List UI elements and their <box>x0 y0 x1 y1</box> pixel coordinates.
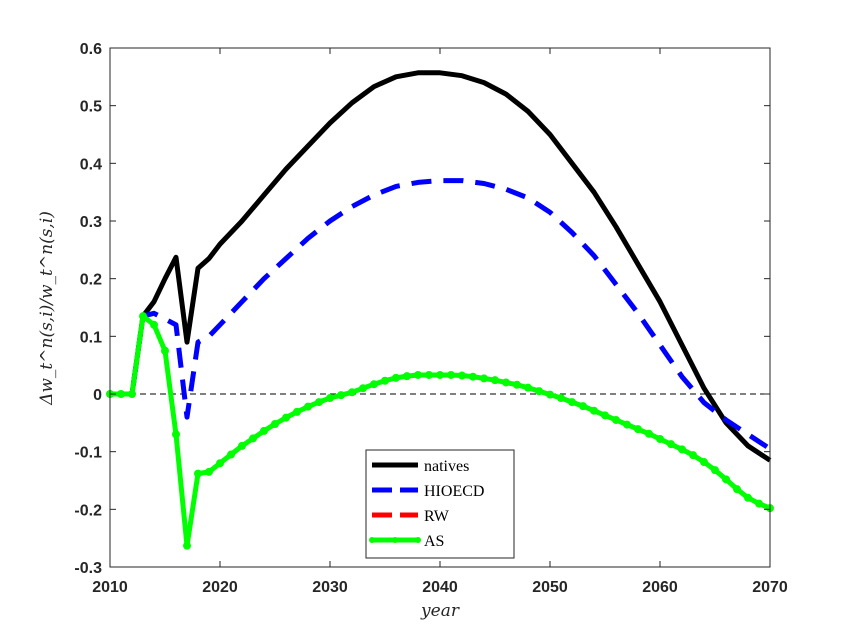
series-point-as <box>370 380 378 389</box>
series-point-as <box>535 387 543 396</box>
series-line-hioecd <box>110 178 772 451</box>
legend: natives HIOECD RW AS <box>365 449 515 559</box>
series-line-natives <box>110 70 772 463</box>
y-tick-label: 0.3 <box>80 214 102 231</box>
series-point-as <box>524 383 532 392</box>
x-tick-label: 2050 <box>532 579 568 596</box>
legend-label-as: AS <box>424 533 444 550</box>
series-point-as <box>645 429 653 438</box>
legend-marker-as <box>415 537 421 543</box>
series-point-as <box>117 390 125 398</box>
series-point-as <box>612 415 620 424</box>
series-point-as <box>623 420 631 429</box>
series-point-as <box>271 419 279 428</box>
series-point-as <box>227 450 235 459</box>
series-point-as <box>502 378 510 387</box>
series-point-as <box>414 370 422 379</box>
series-point-as <box>238 441 246 450</box>
series-point-as <box>711 466 719 475</box>
series-point-as <box>183 541 191 550</box>
series-point-as <box>744 493 752 502</box>
series-point-as <box>282 413 290 422</box>
series-point-as <box>656 434 664 443</box>
series-point-as <box>392 373 400 382</box>
series-point-as <box>513 380 521 389</box>
legend-label-natives: natives <box>424 458 469 475</box>
series-point-as <box>260 426 268 435</box>
series-point-as <box>172 430 180 439</box>
x-tick-label: 2060 <box>642 579 678 596</box>
legend-marker-as <box>392 537 398 543</box>
series-point-as <box>315 398 323 407</box>
x-tick-label: 2020 <box>202 579 238 596</box>
series-point-as <box>590 406 598 415</box>
series-point-as <box>381 376 389 385</box>
series-point-as <box>249 434 257 443</box>
x-tick-label: 2030 <box>312 579 348 596</box>
series-point-as <box>469 372 477 381</box>
series-point-as <box>546 390 554 399</box>
y-tick-label: -0.2 <box>74 502 102 519</box>
series-point-as <box>700 458 708 467</box>
series-point-as <box>359 384 367 393</box>
y-tick-label: 0.2 <box>80 272 102 289</box>
series-point-as <box>348 388 356 397</box>
legend-label-hioecd: HIOECD <box>424 483 484 500</box>
series-point-as <box>557 394 565 403</box>
series-point-as <box>337 391 345 400</box>
x-axis-title: year <box>420 601 460 621</box>
y-axis-title: Δw_t^n(s,i)/w_t^n(s,i) <box>37 211 57 406</box>
series-point-as <box>326 394 334 403</box>
series-point-as <box>458 371 466 380</box>
x-tick-label: 2040 <box>422 579 458 596</box>
series-point-as <box>161 346 169 355</box>
series-point-as <box>568 398 576 407</box>
series-point-as <box>491 376 499 385</box>
series-point-as <box>579 402 587 411</box>
y-tick-label: 0.4 <box>80 156 102 173</box>
series-point-as <box>128 390 136 398</box>
series-point-as <box>425 370 433 379</box>
series-point-as <box>194 469 202 478</box>
series-point-as <box>447 370 455 379</box>
legend-label-rw: RW <box>424 508 450 525</box>
series-point-as <box>733 485 741 494</box>
series-point-as <box>216 459 224 468</box>
series-point-as <box>689 451 697 460</box>
series-point-as <box>205 467 213 476</box>
series-point-as <box>293 407 301 416</box>
y-tick-label: 0.1 <box>80 329 102 346</box>
x-tick-label: 2070 <box>752 579 788 596</box>
series-point-as <box>150 320 158 329</box>
y-tick-label: 0 <box>93 387 102 404</box>
y-tick-label: 0.5 <box>80 99 102 116</box>
series-point-as <box>634 425 642 434</box>
series-point-as <box>601 411 609 420</box>
series-point-as <box>436 370 444 379</box>
x-tick-label: 2010 <box>92 579 128 596</box>
series-point-as <box>139 312 147 321</box>
series-point-as <box>667 440 675 449</box>
series-point-as <box>304 402 312 411</box>
series-point-as <box>678 445 686 454</box>
y-tick-label: 0.6 <box>80 41 102 58</box>
series-point-as <box>403 372 411 381</box>
y-tick-label: -0.1 <box>74 445 102 462</box>
series-point-as <box>480 374 488 383</box>
series-point-as <box>755 499 763 508</box>
legend-marker-as <box>369 537 375 543</box>
series-point-as <box>722 475 730 484</box>
y-tick-label: -0.3 <box>74 560 102 577</box>
